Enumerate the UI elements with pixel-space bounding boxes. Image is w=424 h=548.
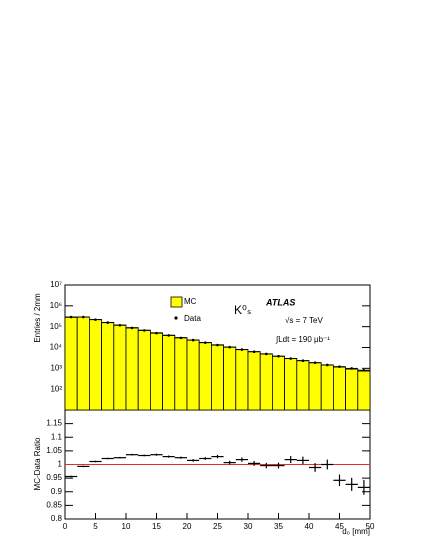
y-tick-label: 0.85 [46, 500, 62, 509]
particle-label: K⁰ₛ [234, 303, 251, 317]
mc-bar [332, 366, 346, 411]
y-tick-label: 0.8 [51, 514, 63, 523]
data-point [240, 348, 244, 351]
x-axis-title: d₀ [mm] [342, 527, 370, 536]
data-point [338, 365, 341, 368]
x-tick-label: 5 [93, 522, 98, 531]
y-tick-label: 1.05 [46, 446, 62, 455]
data-point [118, 323, 122, 327]
data-point [82, 315, 85, 319]
data-point [94, 318, 97, 321]
data-point [106, 321, 109, 324]
mc-bar [76, 316, 90, 411]
mc-bar [89, 319, 103, 411]
mc-bar [101, 322, 115, 411]
mc-bar [64, 316, 78, 411]
experiment-label: ATLAS [265, 297, 295, 307]
mc-bar [259, 353, 273, 411]
x-tick-label: 15 [152, 522, 161, 531]
data-point [69, 315, 73, 319]
data-point [265, 352, 268, 356]
mc-bar [223, 346, 237, 411]
data-point [326, 363, 329, 367]
lumi-label: ∫Ldt = 190 μb⁻¹ [275, 335, 330, 344]
data-point [216, 343, 219, 347]
energy-label: √s = 7 TeV [285, 316, 323, 325]
data-point [179, 336, 183, 340]
mc-bar [149, 332, 163, 411]
y-tick-label: 10⁶ [50, 301, 62, 310]
y-tick-label: 10³ [50, 363, 62, 372]
legend-marker [174, 316, 178, 320]
mc-bar [210, 344, 224, 411]
mc-bar [235, 349, 249, 411]
data-point [289, 357, 293, 360]
mc-bar [271, 355, 285, 411]
x-tick-label: 0 [63, 522, 68, 531]
mc-bar [137, 329, 151, 411]
y-tick-label: 10⁵ [50, 322, 62, 331]
y-tick-label: 0.9 [51, 487, 63, 496]
mc-bar [296, 360, 310, 411]
mc-bar [125, 327, 139, 411]
mc-bar [320, 364, 334, 411]
mc-bar [162, 334, 176, 411]
data-point [204, 341, 207, 344]
mc-bar [308, 362, 322, 411]
y-tick-label: 1 [58, 460, 63, 469]
x-tick-label: 25 [213, 522, 222, 531]
y-tick-label: 1.1 [51, 432, 63, 441]
mc-bar [198, 342, 212, 411]
x-tick-label: 20 [183, 522, 192, 531]
y-axis-title: MC-Data Ratio [33, 437, 42, 490]
legend-label: MC [184, 297, 197, 306]
x-tick-label: 30 [244, 522, 253, 531]
data-point [313, 361, 317, 364]
y-tick-label: 10⁴ [50, 343, 63, 352]
y-tick-label: 0.95 [46, 473, 62, 482]
data-point [228, 345, 231, 349]
mc-bar [345, 368, 359, 411]
y-tick-label: 10⁷ [50, 280, 62, 289]
x-tick-label: 40 [305, 522, 314, 531]
data-point [167, 334, 170, 337]
data-point [277, 354, 280, 358]
data-point [350, 367, 354, 370]
data-point [143, 329, 146, 332]
x-tick-label: 35 [274, 522, 283, 531]
legend-label: Data [184, 314, 201, 323]
data-point [301, 359, 305, 363]
x-tick-label: 50 [366, 522, 375, 531]
mc-bar [284, 357, 298, 411]
y-axis-title: Entries / 2mm [33, 293, 42, 343]
data-point [191, 338, 195, 342]
data-point [130, 326, 134, 330]
legend-swatch [170, 296, 183, 308]
mc-bar [247, 351, 261, 411]
x-tick-label: 10 [122, 522, 131, 531]
data-point [155, 331, 158, 335]
data-point [362, 368, 366, 372]
data-point [252, 350, 256, 354]
y-tick-label: 10² [50, 384, 62, 393]
y-tick-label: 1.15 [46, 419, 62, 428]
x-tick-label: 45 [335, 522, 344, 531]
mc-bar [174, 337, 188, 411]
mc-bar [357, 370, 371, 411]
mc-bar [186, 339, 200, 411]
mc-bar [113, 324, 127, 411]
